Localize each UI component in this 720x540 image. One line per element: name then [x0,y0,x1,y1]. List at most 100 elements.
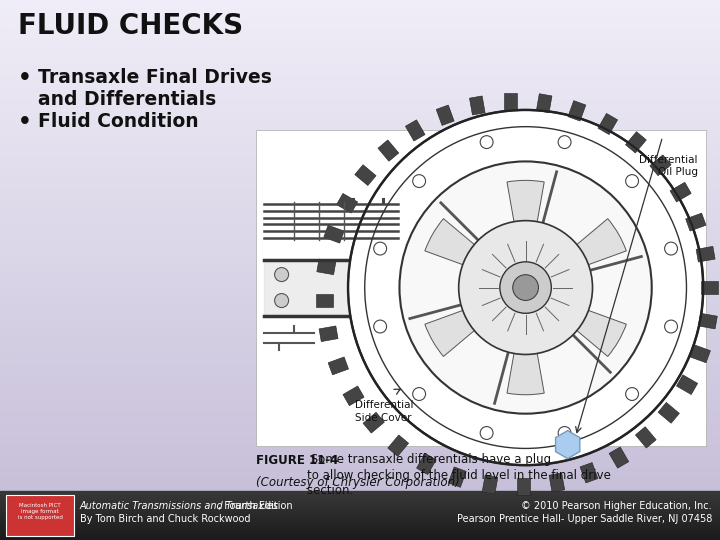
Bar [0,329,720,332]
Circle shape [400,161,652,414]
Bar [0,339,720,341]
Bar [658,402,680,423]
Bar [0,368,720,370]
Bar [343,386,364,406]
Bar [0,69,720,71]
Bar [0,8,720,10]
Bar [0,226,720,228]
Bar [0,462,720,464]
Bar [324,225,344,243]
Bar [0,179,720,181]
Bar [256,130,706,446]
Bar [0,457,720,459]
Bar [0,388,720,390]
Bar [0,157,720,160]
Bar [0,469,720,471]
Text: •: • [18,112,32,132]
Circle shape [374,242,387,255]
Bar [0,440,720,442]
Bar [0,96,720,98]
Bar [0,324,720,327]
Bar [0,512,720,514]
Bar [0,403,720,405]
Bar [0,251,720,253]
Bar [0,127,720,130]
Bar [0,17,720,19]
Bar [0,214,720,216]
Bar [0,332,720,334]
Bar [0,366,720,368]
Bar [0,302,720,305]
Bar [0,93,720,96]
Bar [0,447,720,449]
Circle shape [558,427,571,440]
Bar [0,51,720,54]
Bar [0,496,720,497]
Bar [0,147,720,150]
Text: Automatic Transmissions and Transaxles: Automatic Transmissions and Transaxles [80,501,279,511]
Bar [0,346,720,349]
Circle shape [558,136,571,148]
Text: Pearson Prentice Hall- Upper Saddle River, NJ 07458: Pearson Prentice Hall- Upper Saddle Rive… [456,514,712,524]
Bar [0,444,720,447]
Text: Some transaxle differentials have a plug
to allow checking of the fluid level in: Some transaxle differentials have a plug… [307,454,611,496]
Bar [0,504,720,505]
Circle shape [480,136,493,148]
Bar [0,130,720,132]
Bar [0,376,720,378]
Bar [0,37,720,39]
Text: •: • [18,68,32,88]
Bar [0,494,720,496]
Bar [0,454,720,457]
Bar [0,268,720,270]
Circle shape [665,242,678,255]
Circle shape [626,174,639,187]
Bar [0,525,720,527]
Bar [0,383,720,386]
Bar [580,463,598,483]
Bar [0,501,720,502]
Circle shape [500,262,552,313]
Bar [0,19,720,22]
Bar [388,435,409,456]
Bar [0,78,720,81]
Bar [0,486,720,489]
Bar [0,135,720,138]
Bar [0,517,720,519]
Bar [0,76,720,78]
Bar [0,312,720,314]
Bar [0,228,720,231]
Bar [0,491,720,492]
Bar [0,46,720,49]
Bar [0,201,720,204]
Bar [0,86,720,89]
Bar [0,187,720,189]
Bar [0,27,720,30]
Bar [0,295,720,297]
Bar [0,241,720,243]
Text: , Fourth Edition: , Fourth Edition [218,501,293,511]
Bar [0,231,720,233]
Bar [0,208,720,211]
Bar [0,5,720,8]
Bar [0,534,720,535]
Bar [0,32,720,35]
Bar [0,395,720,397]
Bar [0,216,720,219]
Bar [0,84,720,86]
Bar [0,194,720,197]
Bar [0,334,720,336]
Bar [0,484,720,486]
Bar [0,204,720,206]
Bar [0,238,720,241]
Bar [0,400,720,403]
Text: FIGURE 11-4: FIGURE 11-4 [256,454,338,467]
Bar [0,260,720,262]
Bar [0,522,720,524]
Bar [0,120,720,123]
Bar [0,278,720,280]
Bar [0,138,720,140]
Bar [0,449,720,452]
Text: By Tom Birch and Chuck Rockwood: By Tom Birch and Chuck Rockwood [80,514,251,524]
Bar [0,514,720,516]
